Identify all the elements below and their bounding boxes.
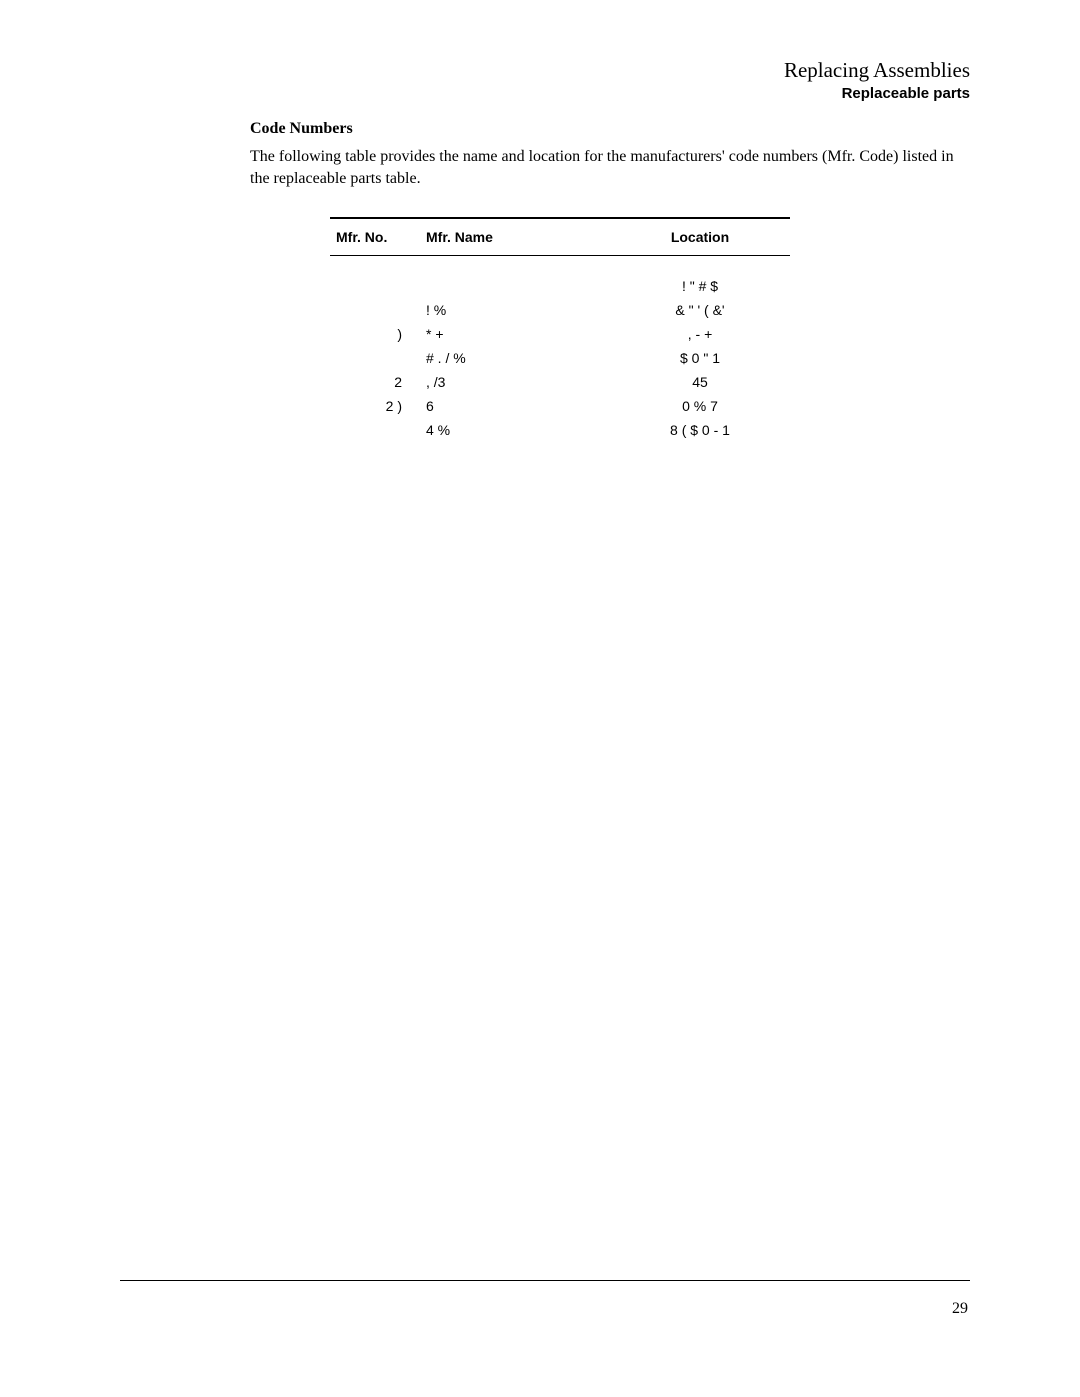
footer-rule	[120, 1280, 970, 1281]
table-row: # . / % $ 0 " 1	[330, 346, 790, 370]
running-header: Replacing Assemblies Replaceable parts	[250, 58, 970, 102]
table-header-row: Mfr. No. Mfr. Name Location	[330, 218, 790, 256]
cell-location: 0 % 7	[610, 394, 790, 418]
col-header-location: Location	[610, 218, 790, 256]
chapter-title: Replacing Assemblies	[250, 58, 970, 83]
cell-mfr-no	[330, 298, 420, 322]
cell-mfr-name: # . / %	[420, 346, 610, 370]
page-content: Replacing Assemblies Replaceable parts C…	[250, 58, 970, 442]
table-row: ! " # $	[330, 256, 790, 299]
cell-location: & " ' ( &'	[610, 298, 790, 322]
cell-mfr-no: )	[330, 322, 420, 346]
cell-mfr-name: 6	[420, 394, 610, 418]
cell-mfr-name: * +	[420, 322, 610, 346]
cell-location: , - +	[610, 322, 790, 346]
table-row: ! % & " ' ( &'	[330, 298, 790, 322]
cell-location: $ 0 " 1	[610, 346, 790, 370]
cell-mfr-name: 4 %	[420, 418, 610, 442]
cell-mfr-no: 2 )	[330, 394, 420, 418]
cell-location: ! " # $	[610, 256, 790, 299]
table-row: ) * + , - +	[330, 322, 790, 346]
table-row: 4 % 8 ( $ 0 - 1	[330, 418, 790, 442]
table-row: 2 , /3 45	[330, 370, 790, 394]
cell-mfr-no: 2	[330, 370, 420, 394]
cell-mfr-name: ! %	[420, 298, 610, 322]
cell-mfr-name: , /3	[420, 370, 610, 394]
cell-mfr-no	[330, 418, 420, 442]
subsection-heading: Code Numbers	[250, 120, 970, 138]
cell-location: 45	[610, 370, 790, 394]
cell-mfr-no	[330, 256, 420, 299]
table-row: 2 ) 6 0 % 7	[330, 394, 790, 418]
cell-mfr-name	[420, 256, 610, 299]
cell-location: 8 ( $ 0 - 1	[610, 418, 790, 442]
section-title: Replaceable parts	[250, 85, 970, 102]
page-number: 29	[952, 1300, 968, 1318]
col-header-mfr-name: Mfr. Name	[420, 218, 610, 256]
code-numbers-table: Mfr. No. Mfr. Name Location ! " # $ ! % …	[330, 217, 790, 442]
col-header-mfr-no: Mfr. No.	[330, 218, 420, 256]
cell-mfr-no	[330, 346, 420, 370]
intro-paragraph: The following table provides the name an…	[250, 146, 970, 189]
